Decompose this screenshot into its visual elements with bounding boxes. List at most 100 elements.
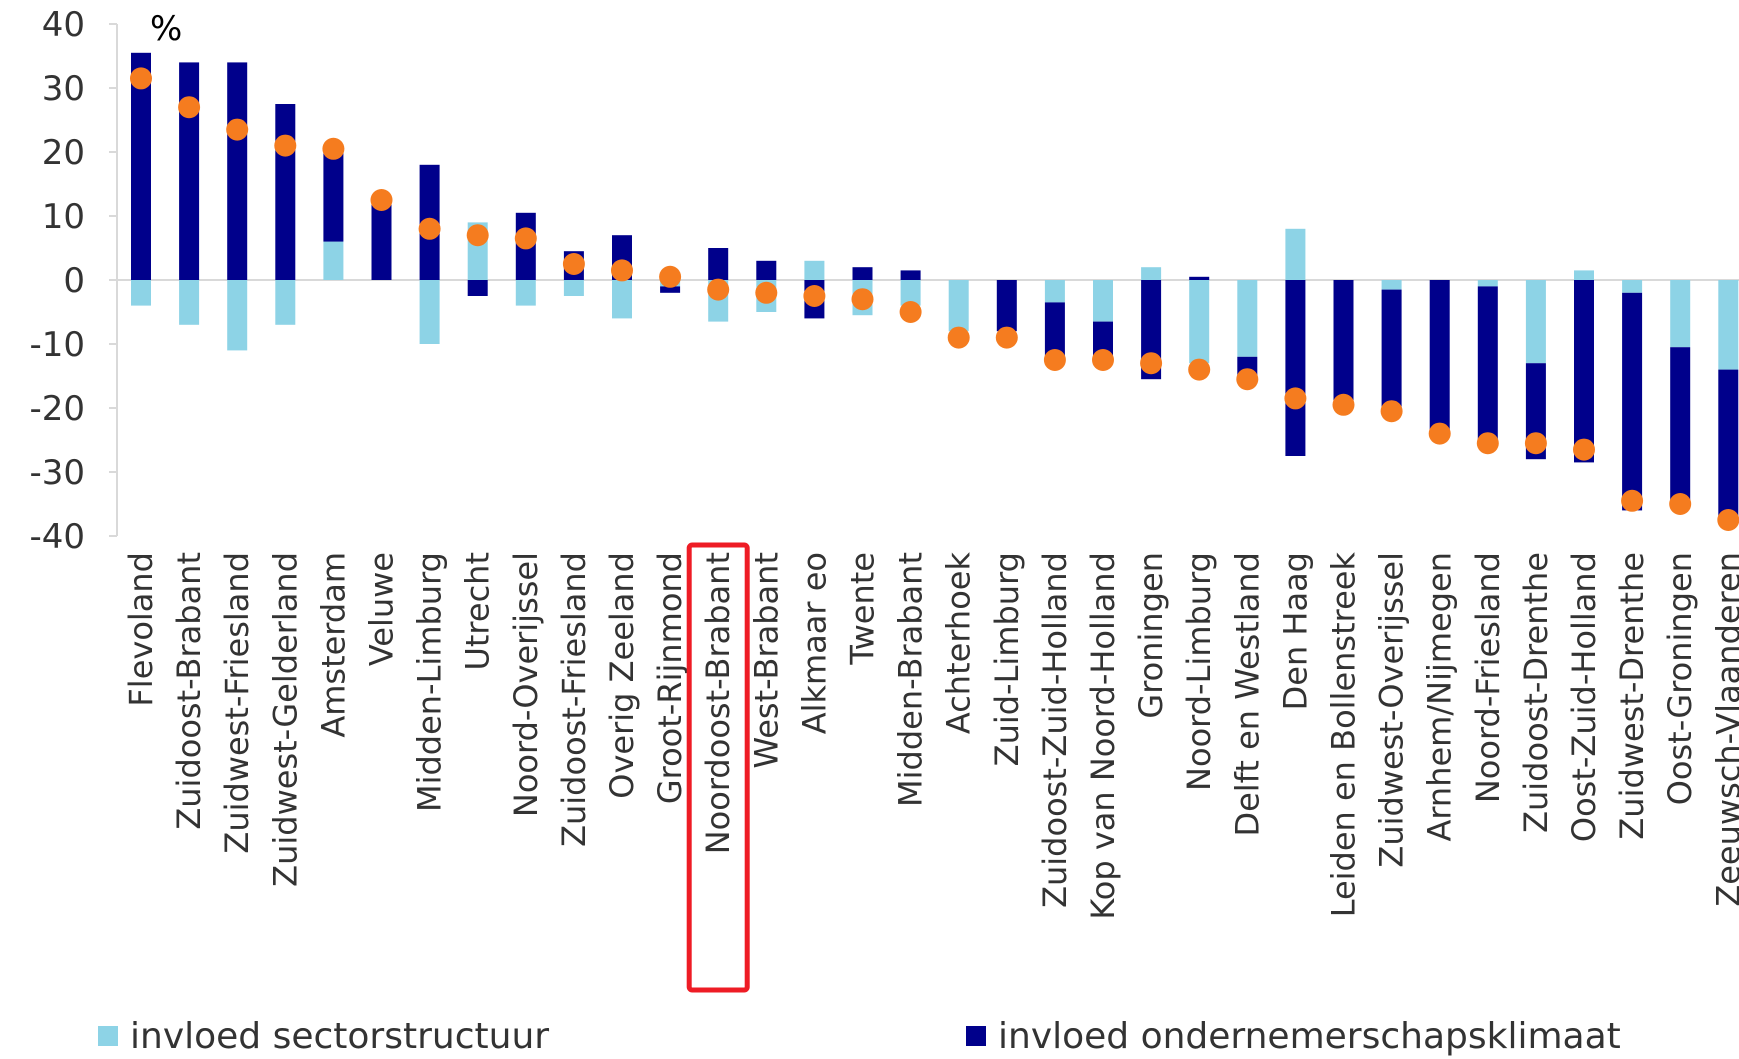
y-tick-label: 40 bbox=[42, 5, 85, 45]
bar-ondernemerschapsklimaat-zuidoost-zuid-holland bbox=[1044, 302, 1065, 360]
bar-ondernemerschapsklimaat-amsterdam bbox=[323, 148, 344, 242]
bar-sectorstructuur-noord-limburg bbox=[1189, 280, 1210, 364]
bar-sectorstructuur-zuidoost-brabant bbox=[179, 280, 200, 325]
dot-totaal-groot-rijnmond bbox=[659, 265, 682, 288]
bar-sectorstructuur-flevoland bbox=[131, 280, 151, 306]
bar-ondernemerschapsklimaat-noord-friesland bbox=[1477, 286, 1498, 440]
dot-totaal-leiden-en-bollenstreek bbox=[1332, 393, 1355, 416]
dot-totaal-groningen bbox=[1140, 352, 1163, 375]
bar-sectorstructuur-noord-overijssel bbox=[515, 280, 536, 306]
category-label-overig-zeeland: Overig Zeeland bbox=[603, 552, 641, 799]
category-label-kop-van-noord-holland: Kop van Noord-Holland bbox=[1084, 552, 1122, 920]
dot-totaal-noord-overijssel bbox=[514, 227, 537, 250]
dot-totaal-midden-limburg bbox=[418, 217, 441, 240]
bar-sectorstructuur-noord-friesland bbox=[1477, 280, 1498, 287]
category-label-groningen: Groningen bbox=[1132, 552, 1170, 719]
category-label-utrecht: Utrecht bbox=[459, 552, 497, 671]
dot-totaal-flevoland bbox=[130, 67, 152, 90]
bar-sectorstructuur-oost-zuid-holland bbox=[1574, 270, 1594, 280]
highlight-box bbox=[686, 542, 750, 993]
category-label-veluwe: Veluwe bbox=[363, 552, 401, 666]
dot-totaal-zuid-limburg bbox=[995, 326, 1018, 349]
dot-totaal-noord-limburg bbox=[1188, 358, 1211, 381]
bar-ondernemerschapsklimaat-arnhem-nijmegen bbox=[1429, 280, 1450, 434]
dot-totaal-den-haag bbox=[1284, 387, 1307, 410]
bar-sectorstructuur-groningen bbox=[1141, 267, 1162, 280]
bar-sectorstructuur-zeeuwsch-vlaanderen bbox=[1718, 280, 1739, 370]
bar-sectorstructuur-overig-zeeland bbox=[612, 280, 632, 319]
bar-sectorstructuur-zuidwest-overijssel bbox=[1381, 280, 1402, 290]
bar-ondernemerschapsklimaat-zuidwest-gelderland bbox=[275, 104, 296, 280]
category-label-zeeuwsch-vlaanderen: Zeeuwsch-Vlaanderen bbox=[1709, 552, 1739, 907]
bar-sectorstructuur-kop-van-noord-holland bbox=[1093, 280, 1113, 322]
y-unit-label: % bbox=[150, 9, 182, 49]
bar-sectorstructuur-zuidoost-zuid-holland bbox=[1044, 280, 1065, 303]
category-label-achterhoek: Achterhoek bbox=[940, 552, 978, 735]
y-tick-label: 0 bbox=[63, 261, 85, 301]
bar-sectorstructuur-midden-brabant bbox=[900, 280, 921, 306]
dot-totaal-zuidoost-drenthe bbox=[1524, 432, 1547, 455]
category-label-twente: Twente bbox=[844, 552, 882, 666]
y-tick-label: 20 bbox=[42, 133, 85, 173]
dot-totaal-achterhoek bbox=[947, 326, 970, 349]
bar-sectorstructuur-midden-limburg bbox=[419, 280, 440, 344]
dot-totaal-amsterdam bbox=[322, 137, 345, 160]
dot-totaal-zuidoost-zuid-holland bbox=[1043, 349, 1066, 371]
dot-totaal-noordoost-brabant bbox=[707, 278, 730, 301]
category-label-midden-brabant: Midden-Brabant bbox=[892, 552, 930, 807]
bar-sectorstructuur-zuidoost-friesland bbox=[563, 280, 584, 296]
bar-ondernemerschapsklimaat-midden-brabant bbox=[900, 270, 921, 280]
category-label-zuidwest-overijssel: Zuidwest-Overijssel bbox=[1373, 552, 1411, 868]
bar-ondernemerschapsklimaat-den-haag bbox=[1285, 280, 1306, 456]
bar-ondernemerschapsklimaat-zuidwest-drenthe bbox=[1622, 292, 1643, 511]
dot-totaal-arnhem-nijmegen bbox=[1428, 422, 1451, 445]
category-label-zuidoost-brabant: Zuidoost-Brabant bbox=[170, 552, 208, 830]
y-tick-label: -20 bbox=[29, 389, 85, 429]
category-label-leiden-en-bollenstreek: Leiden en Bollenstreek bbox=[1325, 552, 1363, 918]
dot-totaal-zuidwest-gelderland bbox=[274, 134, 297, 157]
category-label-noordoost-brabant: Noordoost-Brabant bbox=[699, 552, 737, 854]
category-label-oost-groningen: Oost-Groningen bbox=[1661, 552, 1699, 805]
dot-totaal-zuidwest-friesland bbox=[226, 118, 249, 141]
bar-sectorstructuur-achterhoek bbox=[948, 280, 969, 332]
bar-sectorstructuur-delft-en-westland bbox=[1237, 280, 1258, 357]
category-label-groot-rijnmond: Groot-Rijnmond bbox=[651, 552, 689, 804]
bar-ondernemerschapsklimaat-flevoland bbox=[131, 52, 151, 280]
category-label-zuidwest-friesland: Zuidwest-Friesland bbox=[218, 552, 256, 854]
dot-totaal-twente bbox=[851, 288, 874, 311]
category-label-zuid-limburg: Zuid-Limburg bbox=[988, 552, 1026, 766]
category-label-amsterdam: Amsterdam bbox=[314, 552, 352, 738]
dot-totaal-zuidoost-brabant bbox=[178, 96, 201, 119]
y-tick-label: 30 bbox=[42, 69, 85, 109]
bar-ondernemerschapsklimaat-oost-groningen bbox=[1670, 347, 1691, 508]
bar-ondernemerschapsklimaat-twente bbox=[852, 267, 873, 280]
y-tick-label: 10 bbox=[42, 197, 85, 237]
bar-ondernemerschapsklimaat-noord-limburg bbox=[1189, 276, 1210, 280]
dot-totaal-oost-groningen bbox=[1669, 493, 1692, 515]
category-label-zuidwest-drenthe: Zuidwest-Drenthe bbox=[1613, 552, 1651, 840]
category-label-noord-limburg: Noord-Limburg bbox=[1180, 552, 1218, 791]
dot-totaal-zuidwest-drenthe bbox=[1621, 489, 1644, 512]
dot-totaal-alkmaar-eo bbox=[803, 285, 826, 307]
legend-label-sectorstructuur: invloed sectorstructuur bbox=[130, 1015, 550, 1057]
dot-totaal-midden-brabant bbox=[899, 301, 922, 323]
bar-ondernemerschapsklimaat-zuid-limburg bbox=[996, 280, 1017, 332]
category-label-zuidoost-friesland: Zuidoost-Friesland bbox=[555, 552, 593, 847]
legend-item-sectorstructuur: invloed sectorstructuur bbox=[98, 1015, 550, 1057]
category-label-west-brabant: West-Brabant bbox=[747, 552, 785, 769]
y-tick-label: -40 bbox=[29, 517, 85, 557]
category-label-zuidwest-gelderland: Zuidwest-Gelderland bbox=[266, 552, 304, 887]
chart: 40 30 20 10 0 -10 -20 -30 -40% Flevoland Zuidoost-… bbox=[29, 5, 1739, 993]
legend-label-ondernemerschapsklimaat: invloed ondernemerschapsklimaat bbox=[998, 1015, 1621, 1057]
legend-swatch-sectorstructuur bbox=[98, 1026, 118, 1046]
dot-totaal-delft-en-westland bbox=[1236, 368, 1259, 391]
bar-ondernemerschapsklimaat-zeeuwsch-vlaanderen bbox=[1718, 369, 1739, 524]
bar-ondernemerschapsklimaat-zuidwest-overijssel bbox=[1381, 289, 1402, 408]
dot-totaal-oost-zuid-holland bbox=[1573, 438, 1595, 461]
dot-totaal-west-brabant bbox=[755, 281, 778, 304]
category-label-den-haag: Den Haag bbox=[1276, 552, 1314, 710]
legend-item-ondernemerschapsklimaat: invloed ondernemerschapsklimaat bbox=[966, 1015, 1621, 1057]
category-label-flevoland: Flevoland bbox=[122, 552, 160, 707]
bar-ondernemerschapsklimaat-veluwe bbox=[371, 203, 392, 280]
category-label-noord-overijssel: Noord-Overijssel bbox=[507, 552, 545, 817]
